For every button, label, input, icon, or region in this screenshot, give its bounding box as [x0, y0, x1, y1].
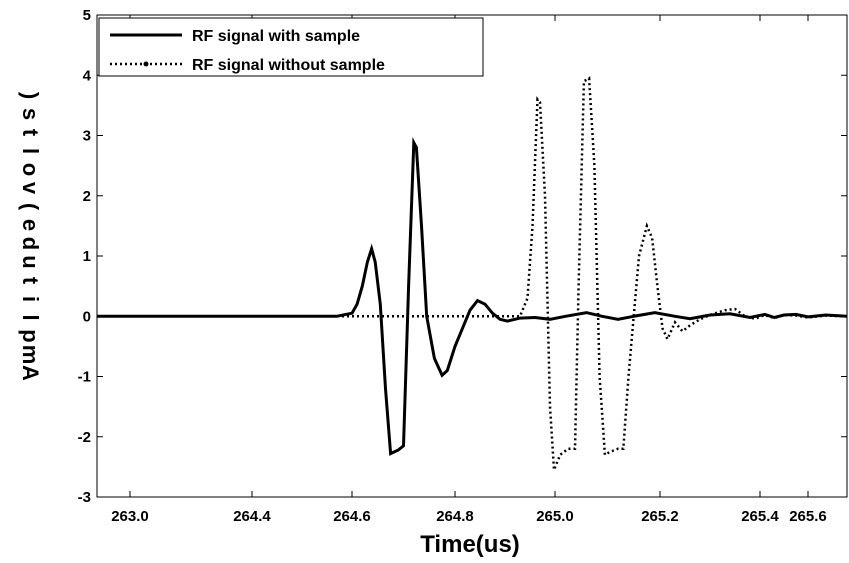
x-tick-label: 263.0 [111, 508, 149, 525]
x-tick-label: 264.6 [333, 508, 371, 525]
y-axis-label-char: ( [18, 203, 43, 211]
y-tick-label: -1 [78, 369, 91, 386]
y-axis-label-char: l [18, 148, 43, 154]
ticks-layer: 263.0 264.4 264.6 264.8 265.0 265.2 265.4 265.6… [78, 7, 847, 525]
series-line-1 [97, 137, 848, 456]
y-tick-label: 4 [83, 67, 92, 84]
legend: RF signal with sample RF signal without s… [98, 17, 484, 77]
y-tick-label: 1 [83, 248, 91, 265]
y-axis-label-char: d [18, 237, 43, 250]
x-axis-label: Time(us) [420, 531, 520, 558]
plot-frame [96, 14, 848, 498]
x-tick-label: 264.4 [233, 508, 271, 525]
x-tick-label: 265.0 [536, 508, 574, 525]
series-layer [97, 76, 848, 471]
legend-label-1: RF signal with sample [192, 28, 360, 45]
y-axis-label-char: l [18, 314, 43, 320]
y-axis-label-char: s [18, 108, 43, 120]
y-tick-label: 5 [83, 7, 91, 24]
y-tick-label: -2 [78, 429, 91, 446]
series-line-2 [97, 76, 848, 471]
legend-label-2: RF signal without sample [192, 57, 385, 74]
x-tick-label: 264.8 [436, 508, 474, 525]
plot-area [96, 14, 848, 498]
y-axis-label-char: A [18, 365, 43, 381]
y-axis-label-char: i [18, 296, 43, 302]
y-axis-label-char: t [18, 277, 43, 285]
y-tick-label: 2 [83, 188, 91, 205]
y-tick-label: -3 [78, 489, 91, 506]
x-tick-label: 265.6 [789, 508, 827, 525]
legend-marker [143, 61, 149, 67]
y-axis-label-char: u [18, 255, 43, 268]
y-axis-label-char: m [18, 345, 43, 365]
y-tick-label: 3 [83, 128, 91, 145]
y-axis-label-char: p [18, 329, 43, 342]
x-tick-label: 265.2 [641, 508, 679, 525]
y-tick-label: 0 [83, 308, 91, 325]
y-axis-label-char: ) [18, 92, 43, 99]
y-axis-label: Amp l i t ude ( vo l t s) [18, 92, 43, 381]
x-tick-label: 265.4 [741, 508, 779, 525]
legend-box [98, 17, 484, 77]
y-axis-label-char: t [18, 129, 43, 137]
y-axis-label-char: v [18, 182, 43, 195]
y-axis-label-char: e [18, 219, 43, 231]
y-axis-label-char: o [18, 163, 43, 176]
